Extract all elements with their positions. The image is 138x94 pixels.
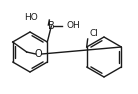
Text: HO: HO — [25, 13, 38, 22]
Text: OH: OH — [66, 22, 80, 30]
Text: B: B — [48, 21, 55, 31]
Text: Cl: Cl — [90, 30, 99, 39]
Text: O: O — [35, 49, 43, 59]
